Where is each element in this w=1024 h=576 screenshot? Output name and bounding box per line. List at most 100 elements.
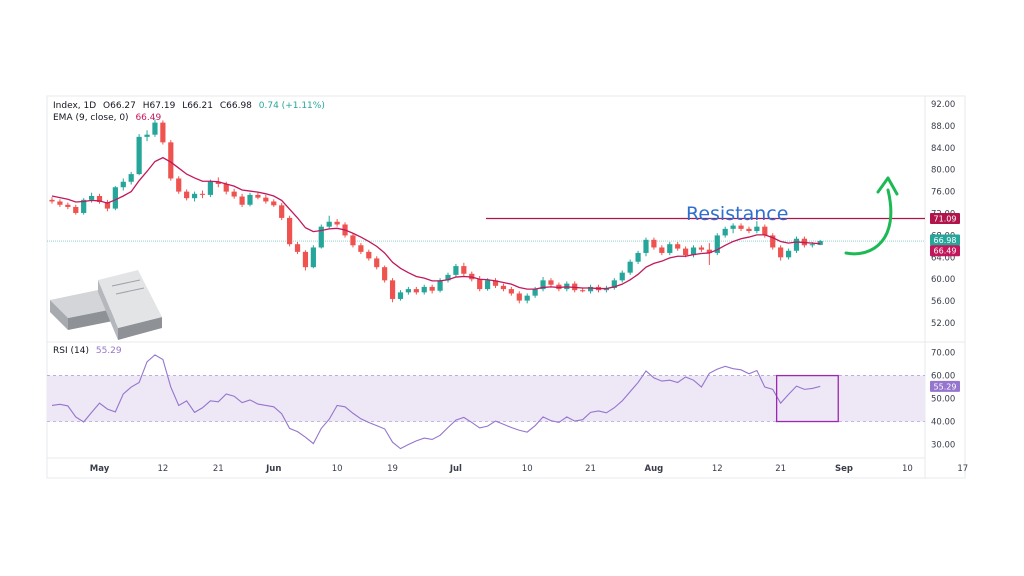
candle-body [524, 295, 530, 301]
rsi-highlight-box [775, 374, 839, 423]
time-tick-label: Jul [449, 464, 462, 474]
candle-body [49, 199, 55, 202]
rsi-value-label: 55.29 [930, 380, 960, 392]
rsi-tick-label: 40.00 [931, 418, 955, 428]
candle-body [405, 289, 411, 293]
ema-9-line [51, 156, 821, 290]
legend-high: H67.19 [143, 101, 176, 111]
candle-body [714, 235, 720, 253]
rsi-legend-label: RSI (14) [53, 346, 89, 356]
candle-body [374, 258, 380, 268]
price-tick-label: 60.00 [931, 275, 955, 285]
time-tick-label: 17 [957, 464, 968, 474]
legend-open: O66.27 [103, 101, 136, 111]
candle-body [89, 196, 95, 200]
candle-body [809, 244, 815, 246]
candle-body [635, 252, 641, 262]
candle-body [429, 286, 435, 291]
candle-body [199, 193, 206, 195]
candle-body [350, 235, 356, 246]
candle-body [223, 183, 229, 192]
time-tick-label: 19 [387, 464, 398, 474]
candle-body [485, 280, 491, 290]
time-axis-ticks: May 12 21 Jun 10 19 Jul 10 21 Aug 12 21 Sep 10 17 [90, 464, 968, 474]
candle-body [310, 247, 316, 268]
candle-body [191, 193, 198, 199]
candle-body [675, 244, 681, 249]
bullish-arrow [844, 188, 893, 256]
legend-symbol: Index, 1D [53, 101, 96, 111]
candle-body [619, 272, 625, 281]
candle-body [548, 280, 554, 285]
candle-body [136, 136, 142, 175]
time-tick-label: 21 [775, 464, 786, 474]
candle-body [382, 267, 388, 281]
candle-body [611, 280, 617, 288]
candle-body [762, 226, 768, 236]
candle-body [738, 225, 744, 229]
candle-body [413, 289, 419, 293]
candle-body [492, 280, 499, 286]
candle-body [683, 248, 689, 256]
price-tick-label: 80.00 [931, 166, 955, 176]
candle-body [207, 181, 213, 195]
candle-body [168, 142, 174, 179]
svg-text:71.09: 71.09 [934, 215, 957, 224]
candle-body [358, 245, 364, 252]
candle-body [461, 266, 467, 274]
candle-body [184, 191, 190, 199]
candle-body [445, 274, 451, 281]
candle-body [152, 122, 158, 135]
candle-body [778, 247, 784, 258]
candle-body [389, 280, 396, 299]
price-tick-label: 92.00 [931, 100, 955, 110]
candle-body [144, 134, 150, 137]
candle-body [120, 181, 126, 188]
candle-body [279, 205, 285, 218]
candle-body [698, 247, 705, 250]
candle-body [271, 201, 277, 206]
candle-body [643, 239, 649, 253]
candle-body [785, 250, 792, 258]
candle-body [770, 235, 776, 248]
candle-body [326, 221, 332, 227]
time-tick-label: 10 [902, 464, 913, 474]
legend-close: C66.98 [220, 101, 252, 111]
candle-body [65, 204, 71, 207]
candle-body [500, 285, 507, 290]
candle-body [690, 247, 697, 256]
candle-body [817, 241, 823, 245]
candle-body [437, 280, 443, 291]
price-tick-label: 56.00 [931, 297, 955, 307]
resistance-label: Resistance [686, 203, 788, 225]
candle-body [540, 280, 546, 290]
rsi-tick-label: 50.00 [931, 395, 955, 405]
candle-body [580, 290, 586, 292]
candle-body [160, 122, 166, 143]
candle-body [706, 249, 712, 253]
price-tick-label: 84.00 [931, 144, 955, 154]
price-tick-label: 76.00 [931, 188, 955, 198]
candle-body [722, 228, 728, 236]
time-tick-label: 10 [332, 464, 343, 474]
time-tick-label: 21 [213, 464, 224, 474]
candle-body [128, 174, 134, 182]
time-tick-label: Jun [265, 464, 281, 474]
time-tick-label: 21 [585, 464, 596, 474]
time-tick-label: 12 [712, 464, 723, 474]
candle-body [104, 202, 111, 209]
candle-body [334, 221, 340, 225]
candle-body [255, 194, 261, 198]
candle-body [746, 228, 752, 232]
candle-body [318, 226, 324, 248]
ema-legend-label: EMA (9, close, 0) [53, 113, 129, 123]
price-tick-label: 52.00 [931, 319, 955, 329]
rsi-band [47, 375, 925, 422]
candle-body [96, 196, 103, 203]
candle-body [627, 261, 633, 273]
rsi-14-line [51, 354, 821, 450]
candle-body [366, 251, 372, 259]
close-price-label: 66.98 [930, 234, 960, 246]
candle-body [231, 191, 237, 197]
candle-body [294, 244, 301, 252]
